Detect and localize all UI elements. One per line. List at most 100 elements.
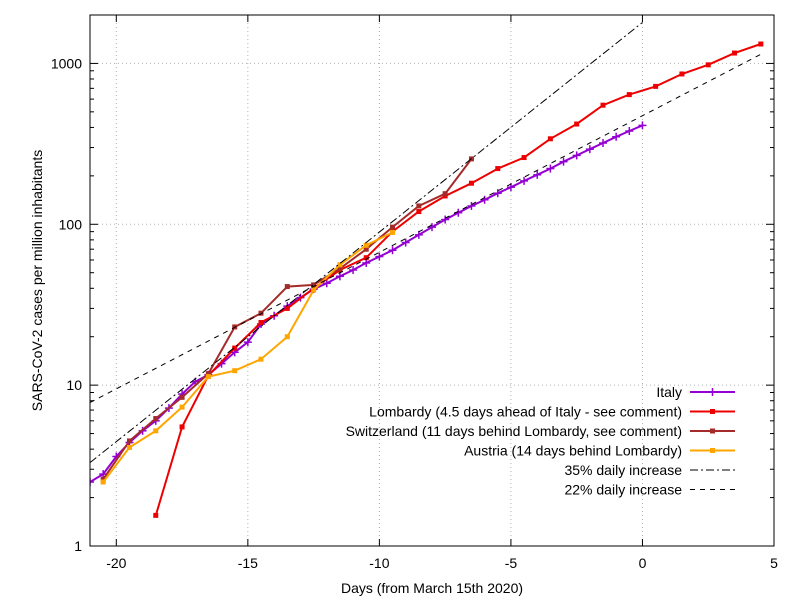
series-1 xyxy=(153,41,764,518)
x-axis-title: Days (from March 15th 2020) xyxy=(341,580,523,596)
legend-item: 22% daily increase xyxy=(564,482,735,498)
y-tick-label: 1000 xyxy=(51,55,82,71)
legend-label: Italy xyxy=(656,384,682,400)
legend-label: 35% daily increase xyxy=(564,462,682,478)
data-point xyxy=(547,136,553,142)
data-point xyxy=(126,438,132,444)
data-point xyxy=(559,157,568,166)
legend-item: Austria (14 days behind Lombardy) xyxy=(464,443,735,459)
data-point xyxy=(388,246,397,255)
data-point xyxy=(428,223,436,232)
series-5 xyxy=(90,53,762,403)
data-point xyxy=(416,203,422,209)
series-line xyxy=(90,53,762,403)
data-point xyxy=(362,258,371,267)
data-point xyxy=(708,388,717,396)
data-point xyxy=(179,424,185,430)
data-point xyxy=(493,189,502,198)
data-point xyxy=(710,448,715,453)
data-point xyxy=(363,246,369,252)
data-point xyxy=(574,121,580,127)
legend-item: Italy xyxy=(656,384,735,400)
data-point xyxy=(599,139,607,148)
data-point xyxy=(337,262,343,268)
series-line xyxy=(102,231,393,483)
data-point xyxy=(600,102,606,108)
data-point xyxy=(322,279,331,288)
data-point xyxy=(284,334,290,340)
legend: Italy Lombardy (4.5 days ahead of Italy -… xyxy=(346,384,735,498)
data-point xyxy=(401,238,410,247)
data-point xyxy=(679,71,685,77)
data-point xyxy=(90,477,94,486)
plot-frame xyxy=(89,14,775,547)
data-point xyxy=(732,50,738,56)
legend-item: Switzerland (11 days behind Lombardy, se… xyxy=(346,423,735,439)
data-point xyxy=(284,305,290,311)
data-point xyxy=(363,242,369,248)
data-point xyxy=(232,345,238,351)
legend-item: 35% daily increase xyxy=(564,462,735,478)
series-line xyxy=(154,43,762,516)
legend-label: Austria (14 days behind Lombardy) xyxy=(464,443,682,459)
data-point xyxy=(179,394,185,400)
series-4 xyxy=(90,22,643,463)
data-point xyxy=(153,428,159,434)
data-point xyxy=(126,444,132,450)
y-axis-title: SARS-CoV-2 cases per million inhabitants xyxy=(29,150,45,411)
x-tick-label: -10 xyxy=(369,555,389,571)
y-tick-label: 10 xyxy=(66,377,82,393)
data-point xyxy=(480,195,489,204)
x-tick-label: -20 xyxy=(106,555,126,571)
data-point xyxy=(258,320,264,326)
data-point xyxy=(467,201,476,210)
data-point xyxy=(626,92,632,98)
data-point xyxy=(100,476,106,482)
data-point xyxy=(284,284,290,290)
data-point xyxy=(468,180,474,186)
series-layer xyxy=(90,22,764,518)
data-point xyxy=(625,127,634,136)
y-tick-label: 100 xyxy=(59,216,83,232)
data-point xyxy=(258,356,264,362)
data-point xyxy=(710,428,715,434)
data-point xyxy=(520,176,529,185)
data-point xyxy=(710,409,715,414)
data-point xyxy=(205,371,211,377)
data-point xyxy=(521,155,527,161)
x-tick-label: 5 xyxy=(770,555,778,571)
x-tick-label: -15 xyxy=(238,555,258,571)
data-point xyxy=(638,121,647,130)
data-point xyxy=(243,338,252,347)
data-point xyxy=(232,368,238,374)
data-point xyxy=(311,287,317,293)
data-point xyxy=(533,170,542,179)
data-point xyxy=(390,224,396,230)
x-tick-label: 0 xyxy=(639,555,647,571)
legend-label: Switzerland (11 days behind Lombardy, se… xyxy=(346,423,682,439)
data-point xyxy=(390,229,396,235)
legend-label: Lombardy (4.5 days ahead of Italy - see … xyxy=(369,404,682,420)
data-point xyxy=(416,209,422,215)
data-point xyxy=(442,191,448,197)
data-point xyxy=(337,266,343,272)
data-point xyxy=(441,215,450,224)
y-tick-label: 1 xyxy=(74,538,82,554)
data-point xyxy=(585,145,594,154)
data-point xyxy=(205,374,211,380)
data-point xyxy=(349,265,358,274)
data-point xyxy=(100,479,106,485)
legend-item: Lombardy (4.5 days ahead of Italy - see … xyxy=(369,404,735,420)
series-line xyxy=(90,22,643,463)
data-point xyxy=(363,255,369,261)
data-point xyxy=(612,132,621,141)
data-point xyxy=(546,164,555,173)
data-point xyxy=(495,166,501,172)
data-point xyxy=(153,512,159,518)
data-point xyxy=(705,62,711,68)
tick-layer: -20 -15 -10 -5 0 5 1 10 100 1000 xyxy=(51,14,778,571)
data-point xyxy=(179,404,185,410)
data-point xyxy=(335,272,344,281)
data-point xyxy=(572,151,581,160)
